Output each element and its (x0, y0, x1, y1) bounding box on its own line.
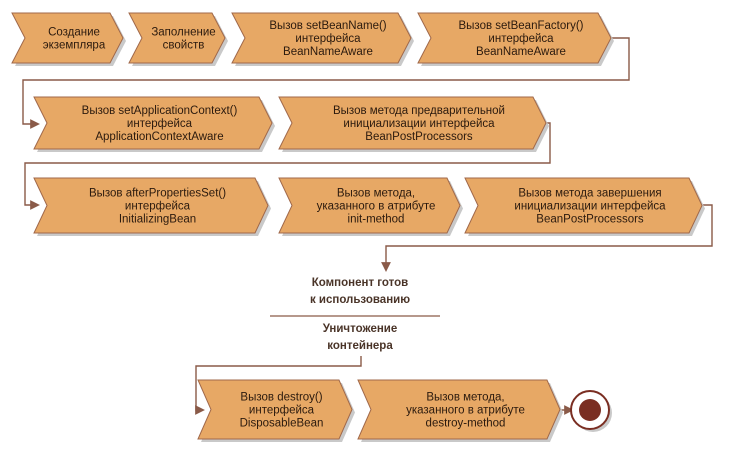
step-row2-2-label-line: Вызов метода предварительной (333, 105, 505, 117)
step-row1-2-label-line: Заполнение (151, 27, 215, 39)
step-row1-2-label-line: свойств (163, 40, 205, 52)
destroy-state-label-line: контейнера (327, 340, 393, 352)
step-row2-1-label-line: Вызов setApplicationContext() (82, 105, 238, 117)
chevrons: СозданиеэкземпляраЗаполнениесвойствВызов… (11, 12, 705, 442)
step-row1-4-label-line: BeanNameAware (476, 46, 566, 58)
step-row3-2: Вызов метода,указанного в атрибутеinit-m… (278, 177, 463, 236)
end-state-inner (579, 399, 601, 421)
step-row4-1-label-line: DisposableBean (240, 418, 324, 430)
step-row2-1: Вызов setApplicationContext()интерфейсаA… (33, 96, 275, 152)
step-row2-2-shape (278, 96, 547, 150)
connector-row2-row3 (24, 122, 551, 210)
step-row1-2-shape (128, 12, 226, 64)
step-row3-3-label-line: BeanPostProcessors (536, 214, 644, 226)
step-row2-2-label-line: BeanPostProcessors (365, 131, 473, 143)
step-row1-1-label-line: Создание (48, 27, 100, 39)
step-row1-4: Вызов setBeanFactory()интерфейсаBeanName… (417, 12, 614, 66)
step-row2-2-label-line: инициализации интерфейса (343, 118, 495, 130)
step-row2-1-label-line: ApplicationContextAware (95, 131, 223, 143)
step-row1-3-label-line: BeanNameAware (283, 46, 373, 58)
step-row3-1-label-line: InitializingBean (119, 214, 196, 226)
step-row3-3-label-line: Вызов метода завершения (518, 188, 661, 200)
step-row1-3: Вызов setBeanName()интерфейсаBeanNameAwa… (231, 12, 414, 66)
step-row3-2-label-line: init-method (348, 214, 405, 226)
step-row1-3-label-line: Вызов setBeanName() (269, 20, 386, 32)
step-row2-1-shape (33, 96, 273, 150)
step-row3-2-shape (278, 177, 461, 234)
step-row4-1-shape (197, 379, 353, 440)
connector-destroy-row4 (195, 356, 362, 415)
connector-row3-ready (381, 204, 713, 272)
step-row1-1-shape (11, 12, 124, 64)
step-row4-2-label-line: Вызов метода, (426, 392, 504, 404)
step-row1-4-label-line: Вызов setBeanFactory() (459, 20, 584, 32)
step-row3-1-label-line: Вызов afterPropertiesSet() (89, 188, 226, 200)
step-row1-4-label-line: интерфейса (488, 33, 554, 45)
step-row3-1-shape (33, 177, 269, 234)
ready-state-label: Компонент готов к использованию (310, 277, 410, 306)
step-row3-3-label-line: инициализации интерфейса (514, 201, 666, 213)
step-row3-1: Вызов afterPropertiesSet()интерфейсаInit… (33, 177, 271, 236)
step-row2-2: Вызов метода предварительнойинициализаци… (278, 96, 549, 152)
step-row2-1-label-line: интерфейса (127, 118, 193, 130)
ready-state-label-line: к использованию (310, 294, 410, 306)
ready-state-label-line: Компонент готов (312, 277, 408, 289)
states: Компонент готов к использованию Уничтожени… (310, 277, 612, 432)
step-row1-3-shape (231, 12, 412, 64)
step-row3-3-shape (464, 177, 703, 234)
destroy-state-label: Уничтожение контейнера (323, 323, 398, 352)
step-row4-1-label-line: интерфейса (249, 405, 315, 417)
step-row4-2: Вызов метода,указанного в атрибутеdestro… (357, 379, 563, 442)
step-row3-2-label-line: указанного в атрибуте (317, 201, 436, 213)
step-row4-2-label-line: указанного в атрибуте (406, 405, 525, 417)
step-row1-3-label-line: интерфейса (295, 33, 361, 45)
step-row1-1-label-line: экземпляра (43, 40, 106, 52)
step-row4-2-shape (357, 379, 561, 440)
step-row4-2-label-line: destroy-method (426, 418, 506, 430)
step-row3-1-label-line: интерфейса (125, 201, 191, 213)
step-row3-2-label-line: Вызов метода, (337, 188, 415, 200)
step-row1-4-shape (417, 12, 612, 64)
destroy-state-label-line: Уничтожение (323, 323, 398, 335)
step-row4-1-label-line: Вызов destroy() (240, 392, 322, 404)
connector-row1-row2 (22, 37, 630, 129)
end-state-icon (570, 390, 612, 432)
